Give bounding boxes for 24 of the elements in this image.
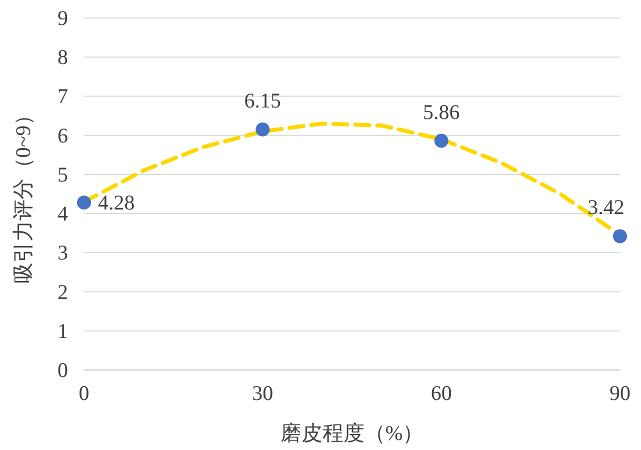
- x-tick-label: 90: [610, 381, 630, 405]
- point: [434, 134, 448, 148]
- y-tick-label: 2: [58, 280, 68, 304]
- y-tick-label: 0: [58, 358, 68, 382]
- point: [77, 196, 91, 210]
- x-axis-title: 磨皮程度（%）: [280, 421, 424, 445]
- x-tick-label: 30: [252, 381, 274, 405]
- y-tick-label: 8: [58, 45, 68, 70]
- y-tick-label: 5: [58, 162, 68, 186]
- data-label: 4.28: [98, 190, 135, 215]
- y-tick-label: 4: [58, 202, 68, 226]
- point: [613, 229, 627, 244]
- data-label: 3.42: [588, 195, 624, 220]
- y-axis-title: 吸引力评分（0~9）: [11, 104, 35, 284]
- y-tick-label: 9: [58, 6, 68, 30]
- point: [256, 122, 270, 136]
- y-tick-label: 6: [58, 123, 68, 148]
- x-tick-label: 60: [430, 381, 452, 405]
- data-label: 6.15: [244, 88, 282, 112]
- data-label: 5.86: [422, 100, 460, 124]
- y-tick-label: 3: [58, 240, 68, 265]
- y-tick-label: 1: [58, 318, 68, 343]
- x-tick-label: 0: [78, 381, 90, 405]
- y-tick-label: 7: [58, 84, 68, 108]
